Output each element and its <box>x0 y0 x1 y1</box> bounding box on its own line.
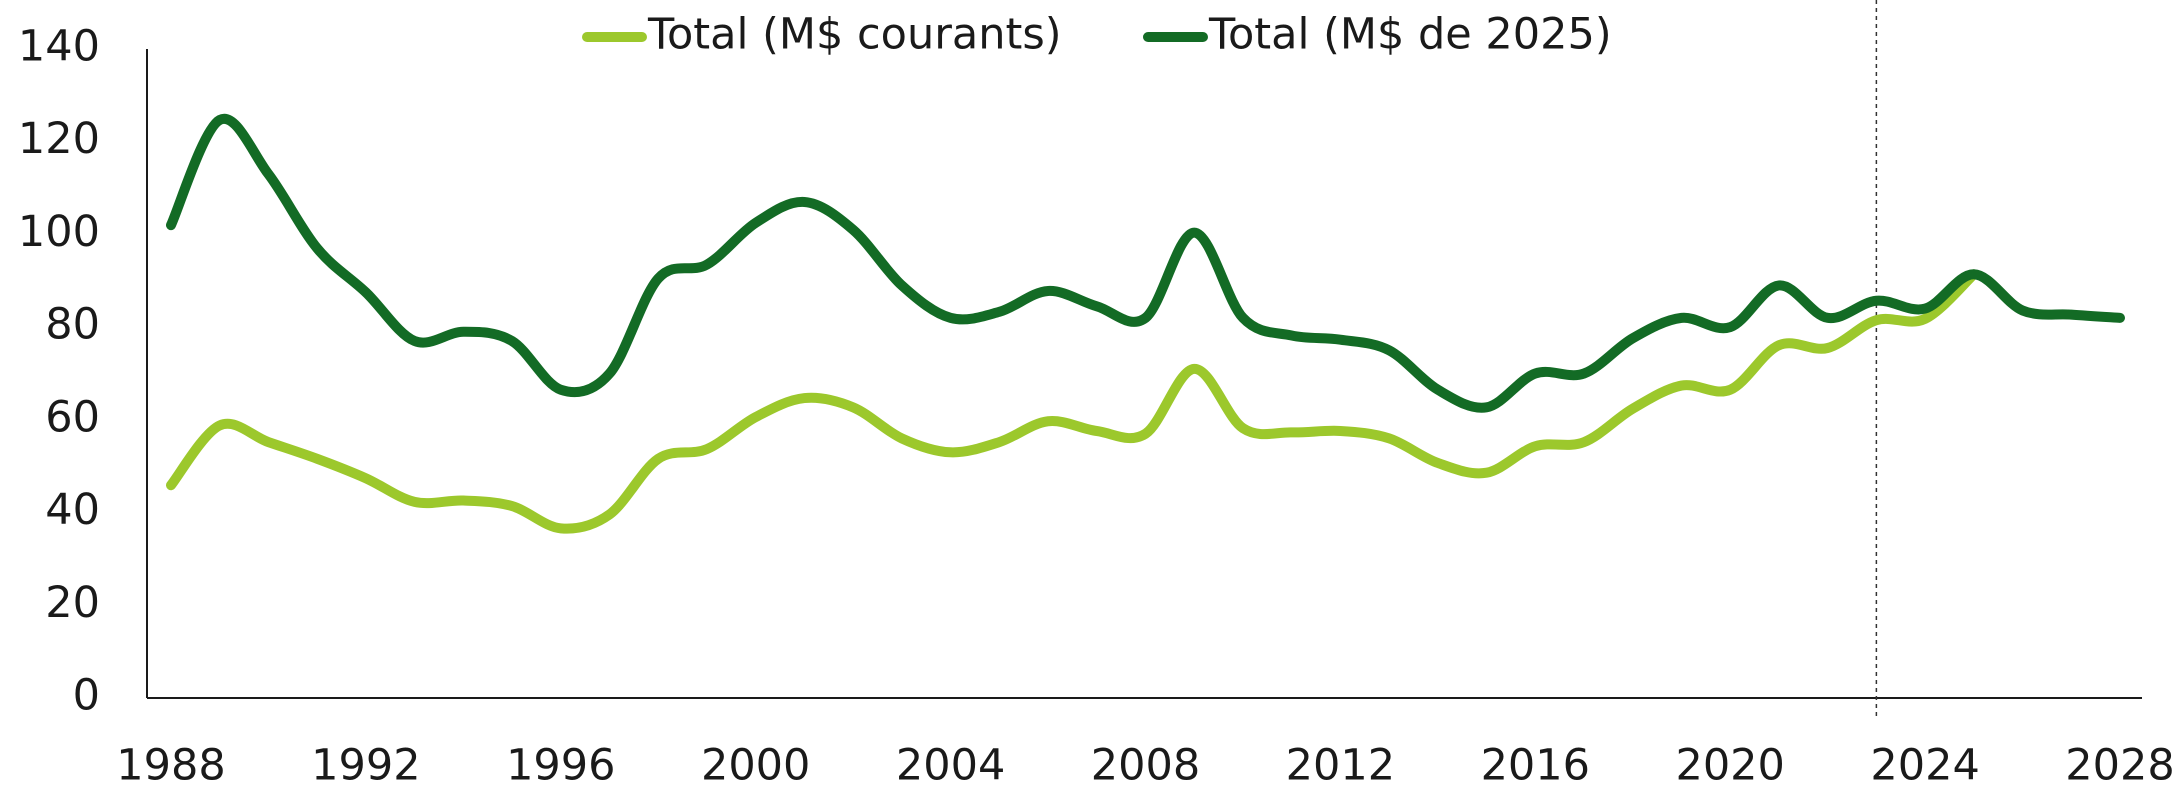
y-tick-label: 20 <box>45 578 100 628</box>
x-tick-label: 1992 <box>311 741 420 790</box>
y-tick-label: 100 <box>18 207 100 257</box>
legend-label: Total (M$ de 2025) <box>1208 10 1612 60</box>
x-tick-label: 2008 <box>1091 741 1200 790</box>
chart: 0 20 40 60 80 100 120 140 1988 1992 1996 2000 2004 20… <box>0 0 2180 790</box>
series-line <box>171 274 1974 528</box>
y-tick-label: 0 <box>73 671 100 721</box>
x-tick-label: 2012 <box>1286 741 1395 790</box>
x-tick-label: 2016 <box>1481 741 1590 790</box>
y-tick-label: 60 <box>45 392 100 442</box>
x-tick-label: 2020 <box>1675 741 1784 790</box>
y-tick-label: 120 <box>18 114 100 164</box>
y-tick-label: 40 <box>45 485 100 535</box>
x-tick-label: 1996 <box>506 741 615 790</box>
x-tick-label: 1988 <box>116 741 225 790</box>
y-tick-label: 140 <box>18 22 100 72</box>
x-tick-label: 2028 <box>2065 741 2174 790</box>
legend-label: Total (M$ courants) <box>647 10 1062 60</box>
x-tick-label: 2000 <box>701 741 810 790</box>
series-line <box>171 119 2120 408</box>
y-tick-label: 80 <box>45 300 100 350</box>
x-tick-label: 2024 <box>1870 741 1979 790</box>
x-tick-label: 2004 <box>896 741 1005 790</box>
